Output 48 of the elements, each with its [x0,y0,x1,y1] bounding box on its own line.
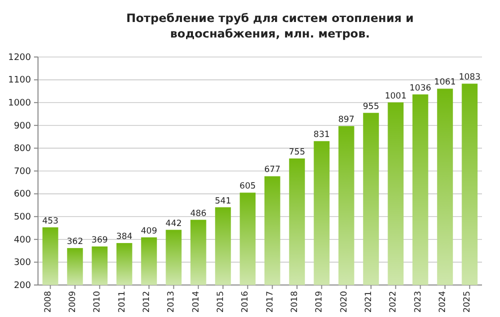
data-label: 409 [140,226,158,236]
data-label: 605 [240,182,256,192]
data-label: 1036 [410,83,432,94]
x-tick-label: 2014 [191,291,202,313]
data-label: 677 [264,165,280,176]
y-tick-label: 600 [14,190,32,200]
data-label: 755 [288,147,306,158]
y-tick-label: 700 [14,166,32,177]
data-label: 362 [66,237,84,248]
data-label: 1061 [434,78,456,88]
y-tick-label: 1200 [8,52,32,63]
y-tick-label: 200 [14,280,32,291]
x-tick-label: 2019 [314,291,325,313]
x-tick-label: 2008 [43,291,54,313]
x-tick-label: 2025 [462,291,473,313]
data-label: 1001 [384,91,406,102]
data-label: 453 [42,216,58,226]
x-tick-label: 2021 [364,291,374,313]
x-tick-label: 2015 [216,291,226,313]
y-tick-label: 900 [14,121,32,132]
x-tick-label: 2017 [265,291,276,313]
chart-title: Потребление труб для систем отопления и водоснабжения, млн. метров. [126,11,414,41]
x-tick-label: 2020 [339,291,350,313]
data-label: 955 [362,102,380,112]
x-tick-label: 2013 [166,291,177,313]
x-tick-label: 2023 [413,291,424,313]
y-tick-label: 400 [14,235,32,246]
x-tick-label: 2009 [68,291,78,313]
data-label: 1083 [458,72,480,83]
y-tick-label: 800 [14,144,32,154]
data-label: 831 [314,130,330,140]
x-tick-label: 2016 [240,291,251,313]
x-tick-label: 2022 [388,291,399,313]
data-label: 384 [116,232,132,242]
data-label: 897 [338,115,354,126]
x-tick-label: 2024 [438,291,448,313]
x-tick-label: 2011 [117,291,128,313]
y-tick-label: 500 [14,212,32,222]
x-tick-label: 2018 [290,291,300,313]
data-label: 442 [166,218,182,229]
y-tick-label: 300 [14,258,32,268]
data-label: 369 [92,235,108,246]
data-label: 541 [214,196,232,206]
data-label: 486 [190,208,206,219]
y-tick-label: 1100 [8,76,32,86]
y-tick-label: 1000 [8,98,32,108]
x-tick-label: 2010 [92,291,103,313]
x-tick-label: 2012 [142,291,152,313]
